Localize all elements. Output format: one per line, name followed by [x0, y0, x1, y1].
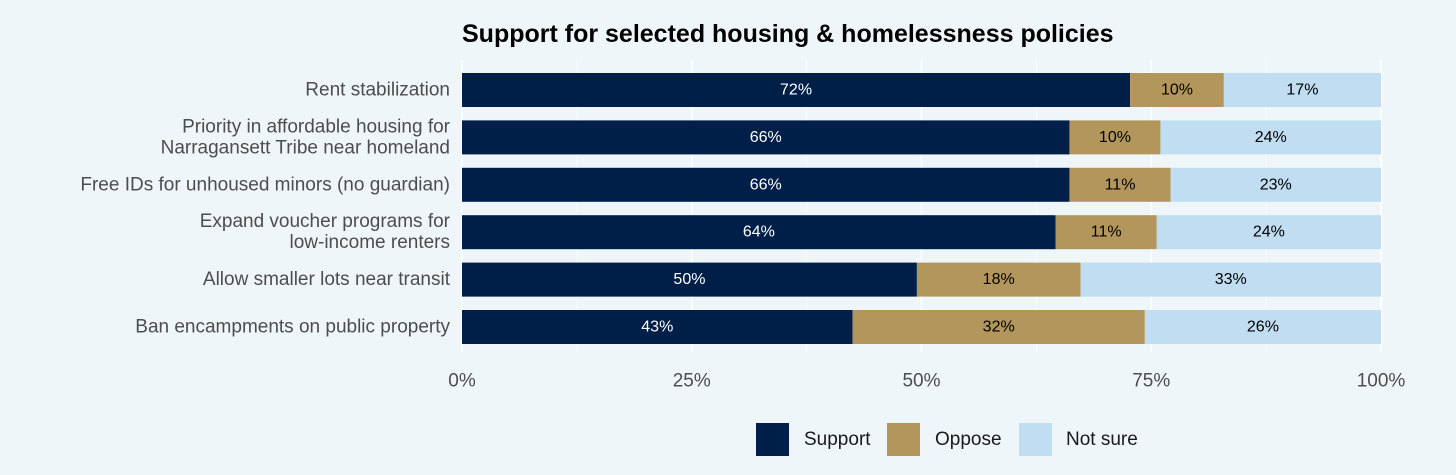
- legend-swatch-oppose: [887, 423, 920, 456]
- data-label-not-sure-4: 24%: [1253, 224, 1285, 241]
- data-label-support-1: 72%: [780, 82, 812, 99]
- category-label: Free IDs for unhoused minors (no guardia…: [80, 174, 450, 195]
- category-label: low-income renters: [290, 232, 451, 253]
- data-label-support-4: 64%: [743, 224, 775, 241]
- x-tick-label: 50%: [902, 371, 940, 392]
- data-label-not-sure-1: 17%: [1286, 82, 1318, 99]
- bar-support-1: [462, 73, 1131, 107]
- data-label-not-sure-3: 23%: [1260, 176, 1292, 193]
- category-label: Narragansett Tribe near homeland: [161, 137, 450, 158]
- chart-title: Support for selected housing & homelessn…: [462, 20, 1114, 48]
- data-label-oppose-3: 11%: [1105, 176, 1136, 193]
- x-tick-label: 75%: [1132, 371, 1170, 392]
- bar-not-sure-1: [1223, 73, 1381, 107]
- legend-label-oppose: Oppose: [935, 429, 1002, 450]
- bar-not-sure-6: [1144, 310, 1381, 344]
- x-tick-label: 100%: [1357, 371, 1406, 392]
- category-label: Priority in affordable housing for: [182, 116, 451, 137]
- bar-oppose-6: [852, 310, 1145, 344]
- x-tick-label: 0%: [448, 371, 476, 392]
- category-label: Allow smaller lots near transit: [203, 269, 451, 290]
- bar-support-6: [462, 310, 853, 344]
- x-tick-label: 25%: [673, 371, 711, 392]
- x-axis: 0% 25% 50% 75% 100%: [448, 371, 1405, 392]
- bar-support-4: [462, 215, 1056, 250]
- bar-support-3: [462, 167, 1070, 202]
- data-label-oppose-5: 18%: [983, 271, 1015, 288]
- data-label-oppose-4: 11%: [1091, 224, 1122, 241]
- legend: Support Oppose Not sure: [756, 423, 1138, 456]
- data-label-not-sure-6: 26%: [1247, 319, 1279, 336]
- data-label-oppose-2: 10%: [1099, 129, 1131, 146]
- data-label-support-2: 66%: [750, 129, 782, 146]
- grid: [461, 60, 1382, 352]
- bar-oppose-1: [1130, 73, 1224, 107]
- bar-not-sure-5: [1080, 262, 1381, 297]
- category-labels: Rent stabilization Priority in affordable…: [80, 80, 450, 338]
- bars: 72% 10% 17% 66% 10% 24% 66% 11% 23% 64% 11% 24% 50% 1…: [462, 73, 1381, 344]
- category-label: Ban encampments on public property: [135, 317, 450, 338]
- data-label-support-6: 43%: [641, 319, 673, 336]
- category-label: Rent stabilization: [305, 80, 450, 101]
- data-label-support-5: 50%: [673, 271, 705, 288]
- bar-not-sure-2: [1160, 120, 1381, 155]
- bar-support-2: [462, 120, 1070, 155]
- bar-not-sure-4: [1156, 215, 1381, 250]
- data-label-oppose-6: 32%: [983, 319, 1015, 336]
- bar-not-sure-3: [1170, 167, 1381, 202]
- bar-oppose-5: [916, 262, 1081, 297]
- bar-oppose-4: [1055, 215, 1157, 250]
- bar-oppose-3: [1069, 167, 1171, 202]
- data-label-not-sure-2: 24%: [1255, 129, 1287, 146]
- legend-swatch-support: [756, 423, 789, 456]
- data-label-support-3: 66%: [750, 176, 782, 193]
- bar-oppose-2: [1069, 120, 1161, 155]
- legend-label-not-sure: Not sure: [1066, 429, 1138, 450]
- legend-swatch-not-sure: [1019, 423, 1052, 456]
- bar-support-5: [462, 262, 917, 297]
- data-label-not-sure-5: 33%: [1215, 271, 1247, 288]
- category-label: Expand voucher programs for: [200, 211, 451, 232]
- legend-label-support: Support: [804, 429, 871, 450]
- data-label-oppose-1: 10%: [1161, 82, 1193, 99]
